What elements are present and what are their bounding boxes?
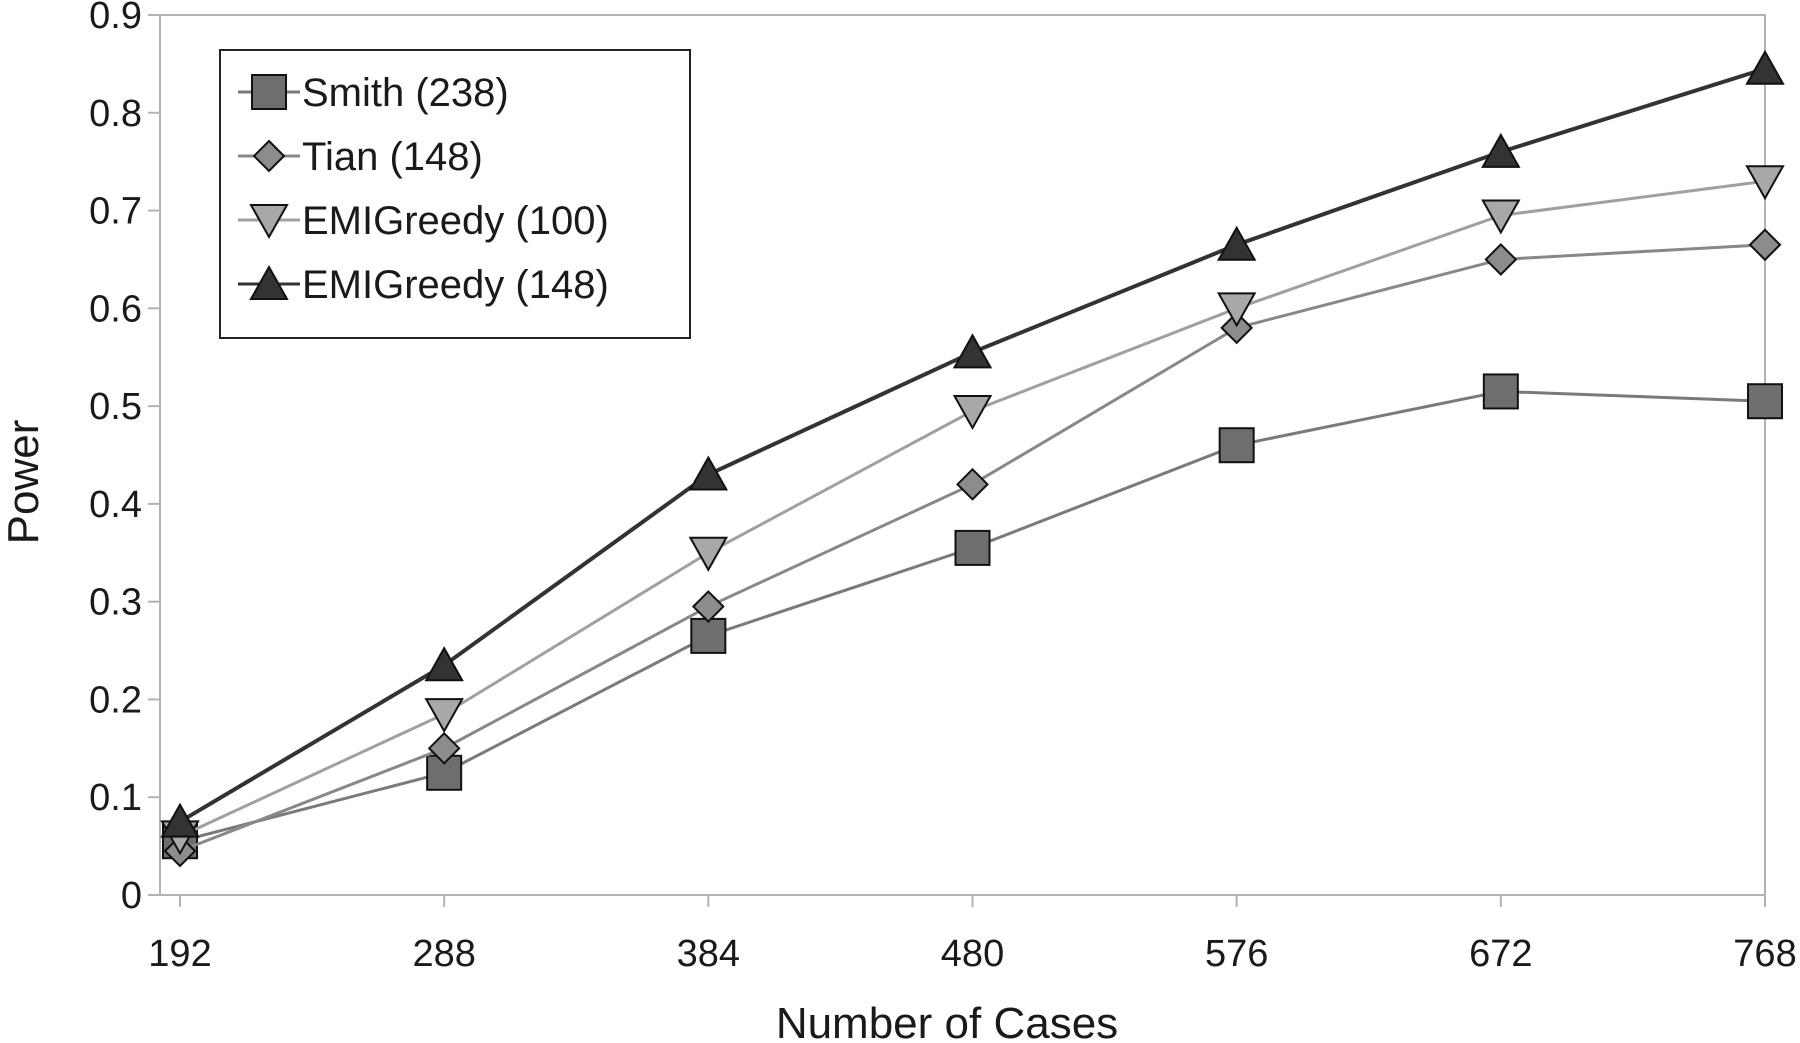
legend-box [219,49,691,339]
plot-frame [159,14,1766,896]
data-point [1220,311,1254,345]
data-point [160,802,200,838]
legend-label: EMIGreedy (148) [302,263,609,307]
series-1 [163,228,1782,868]
y-tick-label: 0 [121,875,142,917]
data-point [688,536,729,572]
data-point [1481,199,1521,235]
legend-item: Smith (238) [238,71,509,115]
y-tick-label: 0.8 [89,93,142,135]
data-point [956,467,989,501]
y-tick-label: 0.9 [89,0,142,37]
data-point [1484,243,1518,276]
data-point [688,455,729,491]
series-3 [160,49,1785,838]
series-layer [160,49,1785,868]
data-point [691,590,725,623]
y-tick-label: 0.3 [89,582,142,624]
y-tick-label: 0.6 [89,288,142,330]
y-tick-label: 0.7 [89,191,142,233]
x-tick-label: 480 [941,933,1004,975]
legend-marker [251,74,287,110]
legend-item: Tian (148) [238,135,483,179]
series-0 [162,373,1783,860]
series-line [179,389,1766,843]
data-point [954,529,991,566]
legend-label: Smith (238) [302,71,509,115]
x-tick-label: 192 [148,933,211,975]
legend-label: Tian (148) [302,135,483,179]
data-point [1745,165,1785,201]
legend-label: EMIGreedy (100) [302,199,609,243]
y-tick-label: 0.1 [89,777,142,819]
legend-marker [252,139,286,173]
data-point [1747,383,1783,420]
x-tick-label: 672 [1469,933,1532,975]
data-point [1745,49,1785,85]
x-tick-label: 384 [677,933,740,975]
legend-marker [249,264,289,300]
y-axis: 0 0.1 0.2 0.3 0.4 0.5 0.6 0.7 0.8 0.9 [89,0,160,917]
data-point [1218,427,1255,464]
data-point [952,395,993,431]
legend-marker [249,204,289,240]
data-point [424,646,464,682]
data-point [1748,228,1782,262]
data-point [1481,132,1521,168]
x-tick-label: 576 [1205,933,1268,975]
data-point [1216,225,1257,261]
x-axis-title: Number of Cases [776,999,1118,1043]
y-tick-label: 0.2 [89,679,142,721]
x-tick-label: 288 [412,933,475,975]
data-point [690,617,727,654]
x-tick-label: 768 [1733,933,1796,975]
legend-item: EMIGreedy (148) [238,263,609,307]
data-point [424,698,464,734]
y-axis-title: Power [0,420,48,545]
y-tick-label: 0.4 [89,484,142,526]
data-point [1482,373,1519,410]
legend-item: EMIGreedy (100) [238,199,609,243]
data-point [1216,292,1257,328]
legend: Smith (238) Tian (148) EMIGreedy (100) EMIG… [219,49,691,339]
data-point [952,333,993,369]
y-tick-label: 0.5 [89,386,142,428]
data-point [427,731,461,765]
x-axis: 192 288 384 480 576 672 768 [148,895,1797,975]
